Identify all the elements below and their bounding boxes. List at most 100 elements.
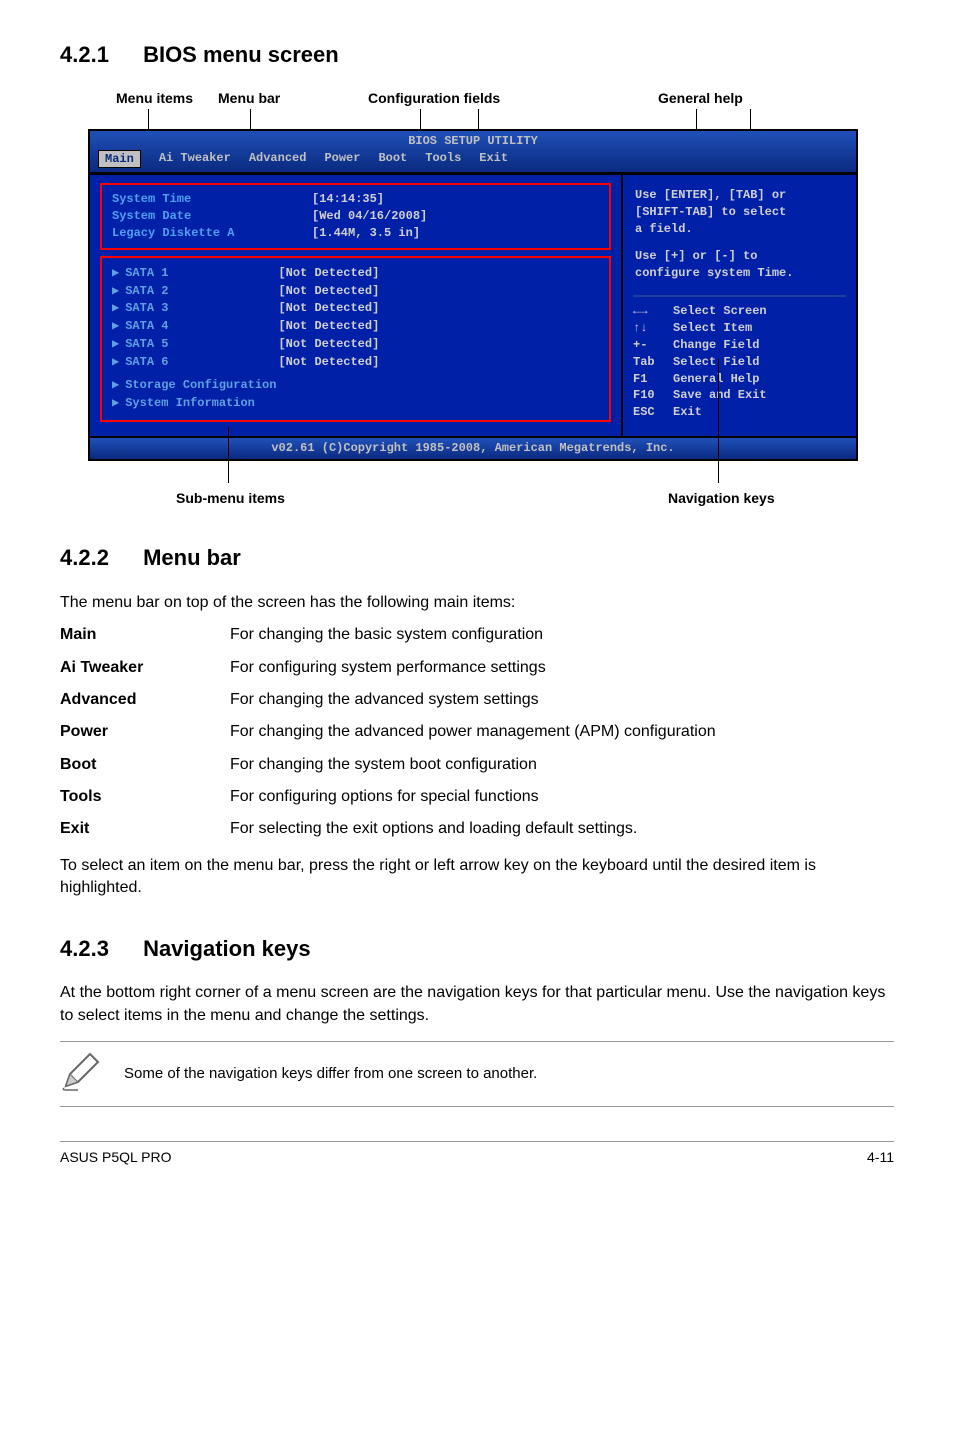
- triangle-icon: ▶: [112, 337, 119, 351]
- nav-key: ←→: [633, 303, 663, 320]
- row-sata-1[interactable]: ▶SATA 1[Not Detected]: [112, 265, 599, 282]
- triangle-icon: ▶: [112, 396, 119, 410]
- row-sata-4[interactable]: ▶SATA 4[Not Detected]: [112, 318, 599, 335]
- value-system-date: [Wed 04/16/2008]: [312, 208, 427, 225]
- navkeys-body: At the bottom right corner of a menu scr…: [60, 982, 894, 1027]
- triangle-icon: ▶: [112, 378, 119, 392]
- menubar-items-table: MainFor changing the basic system config…: [60, 624, 894, 841]
- tab-boot[interactable]: Boot: [378, 150, 407, 169]
- nav-row: F10Save and Exit: [633, 387, 846, 404]
- tab-tools[interactable]: Tools: [425, 150, 461, 169]
- row-sata-5[interactable]: ▶SATA 5[Not Detected]: [112, 336, 599, 353]
- tab-exit[interactable]: Exit: [479, 150, 508, 169]
- value-sata4: [Not Detected]: [278, 319, 379, 333]
- callout-line: [718, 359, 719, 483]
- nav-key: F1: [633, 371, 663, 388]
- section-bios-menu-screen: 4.2.1 BIOS menu screen Menu items Menu b…: [60, 40, 894, 509]
- callouts-bottom: Sub-menu items Navigation keys: [88, 461, 858, 509]
- callout-config-fields: Configuration fields: [368, 89, 500, 109]
- callouts-top: Menu items Menu bar Configuration fields…: [88, 89, 858, 129]
- row-sata-6[interactable]: ▶SATA 6[Not Detected]: [112, 354, 599, 371]
- nav-row: ESC Exit: [633, 404, 846, 421]
- table-row: ToolsFor configuring options for special…: [60, 786, 894, 808]
- callout-menu-items: Menu items: [116, 89, 193, 109]
- nav-key: Tab: [633, 354, 663, 371]
- nav-label: General Help: [673, 371, 759, 388]
- help-line: [SHIFT-TAB] to select: [635, 204, 844, 221]
- panel-sata: ▶SATA 1[Not Detected] ▶ SATA 2 [Not Detect…: [100, 256, 611, 422]
- triangle-icon: ▶: [112, 319, 119, 333]
- item-desc: For configuring options for special func…: [230, 786, 894, 808]
- pencil-icon: [60, 1048, 104, 1099]
- nav-label: Save and Exit: [673, 387, 767, 404]
- label-sata2: SATA 2: [125, 284, 168, 298]
- nav-label: Select Item: [673, 320, 752, 337]
- bios-header: BIOS SETUP UTILITY Main Ai Tweaker Advan…: [90, 131, 856, 174]
- heading-4-2-2: 4.2.2 Menu bar: [60, 543, 894, 574]
- note-text: Some of the navigation keys differ from …: [124, 1063, 537, 1084]
- spacer: [635, 238, 844, 248]
- nav-label: Exit: [673, 404, 702, 421]
- row-system-date[interactable]: System Date [Wed 04/16/2008]: [112, 208, 599, 225]
- label-sata3: SATA 3: [125, 301, 168, 315]
- value-sata1: [Not Detected]: [278, 266, 379, 280]
- help-line: a field.: [635, 221, 844, 238]
- nav-row: TabSelect Field: [633, 354, 846, 371]
- triangle-icon: ▶: [112, 284, 119, 298]
- item-label: Power: [60, 721, 230, 743]
- row-legacy-diskette[interactable]: Legacy Diskette A [1.44M, 3.5 in]: [112, 225, 599, 242]
- section-navigation-keys: 4.2.3 Navigation keys At the bottom righ…: [60, 934, 894, 1107]
- bios-body: System Time [14:14:35] System Date [Wed …: [90, 173, 856, 436]
- item-desc: For changing the advanced power manageme…: [230, 721, 894, 743]
- row-system-info[interactable]: ▶System Information: [112, 395, 599, 412]
- tab-power[interactable]: Power: [324, 150, 360, 169]
- row-sata-2[interactable]: ▶ SATA 2 [Not Detected]: [112, 283, 599, 300]
- item-desc: For changing the advanced system setting…: [230, 689, 894, 711]
- heading-number: 4.2.1: [60, 40, 109, 71]
- callout-line: [228, 427, 229, 483]
- page-footer: ASUS P5QL PRO 4-11: [60, 1141, 894, 1168]
- heading-4-2-1: 4.2.1 BIOS menu screen: [60, 40, 894, 71]
- footer-left: ASUS P5QL PRO: [60, 1148, 172, 1168]
- row-storage-config[interactable]: ▶ Storage Configuration: [112, 377, 599, 394]
- nav-key: ESC: [633, 404, 663, 421]
- help-line: configure system Time.: [635, 265, 844, 282]
- heading-number: 4.2.3: [60, 934, 109, 965]
- row-sata-3[interactable]: ▶SATA 3[Not Detected]: [112, 300, 599, 317]
- label-system-time: System Time: [112, 191, 312, 208]
- callout-navkeys: Navigation keys: [668, 489, 775, 509]
- table-row: Ai TweakerFor configuring system perform…: [60, 657, 894, 679]
- value-sata2: [Not Detected]: [278, 284, 379, 298]
- row-system-time[interactable]: System Time [14:14:35]: [112, 191, 599, 208]
- heading-title: Menu bar: [143, 545, 241, 570]
- table-row: PowerFor changing the advanced power man…: [60, 721, 894, 743]
- callout-line: [148, 109, 149, 129]
- callout-line: [250, 109, 251, 129]
- heading-title: BIOS menu screen: [143, 42, 339, 67]
- tab-advanced[interactable]: Advanced: [249, 150, 307, 169]
- heading-title: Navigation keys: [143, 936, 311, 961]
- triangle-icon: ▶: [112, 355, 119, 369]
- nav-row: ←→Select Screen: [633, 303, 846, 320]
- bios-footer: v02.61 (C)Copyright 1985-2008, American …: [90, 436, 856, 459]
- item-label: Advanced: [60, 689, 230, 711]
- nav-row: +-Change Field: [633, 337, 846, 354]
- heading-number: 4.2.2: [60, 543, 109, 574]
- tab-main[interactable]: Main: [98, 150, 141, 169]
- table-row: AdvancedFor changing the advanced system…: [60, 689, 894, 711]
- item-label: Boot: [60, 754, 230, 776]
- help-line: Use [ENTER], [TAB] or: [635, 187, 844, 204]
- value-legacy-diskette: [1.44M, 3.5 in]: [312, 225, 420, 242]
- item-label: Tools: [60, 786, 230, 808]
- label-storage: Storage Configuration: [125, 378, 276, 392]
- tab-ai-tweaker[interactable]: Ai Tweaker: [159, 150, 231, 169]
- nav-label: Change Field: [673, 337, 759, 354]
- bios-title: BIOS SETUP UTILITY: [90, 133, 856, 150]
- nav-row: ↑↓Select Item: [633, 320, 846, 337]
- item-desc: For changing the basic system configurat…: [230, 624, 894, 646]
- section-menu-bar: 4.2.2 Menu bar The menu bar on top of th…: [60, 543, 894, 900]
- nav-keys-panel: ←→Select Screen ↑↓Select Item +-Change F…: [633, 295, 846, 421]
- label-legacy-diskette: Legacy Diskette A: [112, 225, 312, 242]
- value-sata3: [Not Detected]: [278, 301, 379, 315]
- table-row: ExitFor selecting the exit options and l…: [60, 818, 894, 840]
